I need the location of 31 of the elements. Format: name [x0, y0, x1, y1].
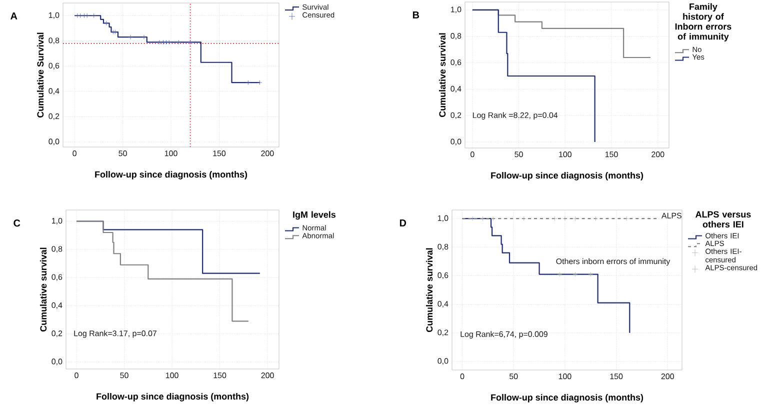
- y-axis-title: Cumulative survival: [438, 33, 446, 117]
- point: [164, 40, 169, 45]
- legend-title: Family history of Inborn errors of immunity: [675, 3, 732, 42]
- x-axis-title: Follow-up since diagnosis (months): [96, 393, 249, 402]
- point: [160, 40, 166, 45]
- x-axis-title: Follow-up since diagnosis (months): [491, 172, 644, 180]
- point: [257, 80, 262, 85]
- y-axis-title: Cumulative Survival: [36, 32, 44, 118]
- text: B: [412, 12, 420, 18]
- point: [246, 80, 251, 85]
- text: D: [400, 220, 406, 226]
- x-axis-title: Follow-up since diagnosis (months): [95, 170, 248, 180]
- point: [188, 40, 193, 45]
- point: [84, 13, 90, 18]
- point: [91, 13, 96, 18]
- x-axis-title: Follow-up since diagnosis (months): [491, 394, 644, 402]
- point: [75, 13, 80, 18]
- y-axis-title: Cumulative survival: [40, 248, 47, 332]
- legend-title: IgM levels: [293, 211, 336, 220]
- point: [176, 40, 182, 45]
- point: [157, 40, 162, 45]
- y-axis-title: Cumulative survival: [426, 248, 433, 332]
- legend-title: ALPS versus others IEI: [696, 211, 751, 228]
- point: [82, 13, 87, 18]
- text: C: [14, 220, 20, 227]
- point: [128, 34, 133, 40]
- point: [166, 40, 172, 45]
- point: [78, 13, 83, 18]
- point: [104, 20, 109, 26]
- point: [142, 34, 146, 40]
- text: A: [10, 12, 18, 20]
